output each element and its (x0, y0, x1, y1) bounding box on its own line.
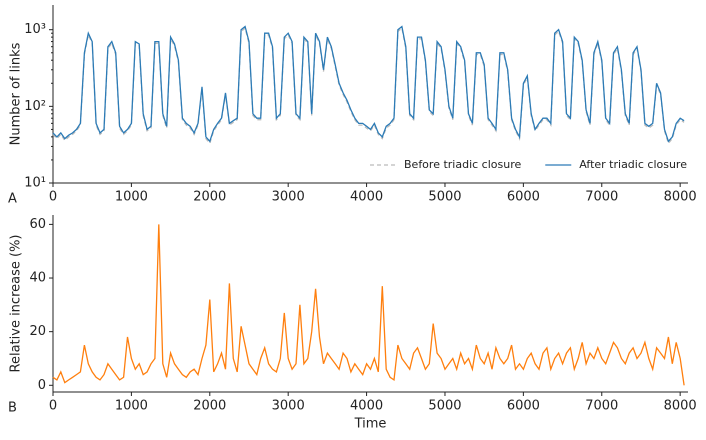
x-tick-label: 2000 (193, 399, 226, 414)
x-tick-label: 4000 (350, 399, 383, 414)
panel-label: A (8, 192, 17, 207)
x-tick-label: 8000 (664, 190, 697, 205)
x-tick-label: 4000 (350, 190, 383, 205)
legend-label: Before triadic closure (404, 158, 521, 171)
data-line (52, 224, 685, 386)
y-tick-label: 10³ (24, 22, 46, 37)
y-tick-label: 10¹ (24, 176, 46, 191)
x-tick-label: 6000 (507, 399, 540, 414)
x-tick-label: 0 (49, 190, 57, 205)
x-tick-label: 5000 (428, 399, 461, 414)
data-line (52, 25, 685, 143)
x-tick-label: 7000 (585, 399, 618, 414)
x-tick-label: 1000 (115, 190, 148, 205)
y-tick-label: 0 (38, 378, 46, 393)
x-tick-label: 0 (49, 399, 57, 414)
y-tick-label: 60 (29, 217, 46, 232)
x-tick-label: 3000 (272, 190, 305, 205)
x-tick-label: 3000 (272, 399, 305, 414)
x-axis-label: Time (354, 417, 387, 432)
x-tick-label: 1000 (115, 399, 148, 414)
y-axis-label: Relative increase (%) (9, 235, 24, 373)
y-tick-label: 10² (24, 99, 46, 114)
y-tick-label: 20 (29, 324, 46, 339)
legend-label: After triadic closure (579, 158, 687, 171)
x-tick-label: 5000 (428, 190, 461, 205)
panel-label: B (8, 401, 17, 416)
x-tick-label: 2000 (193, 190, 226, 205)
y-axis-label: Number of links (9, 42, 24, 145)
x-tick-label: 7000 (585, 190, 618, 205)
x-tick-label: 6000 (507, 190, 540, 205)
y-tick-label: 40 (29, 271, 46, 286)
data-line (52, 27, 685, 145)
x-tick-label: 8000 (664, 399, 697, 414)
